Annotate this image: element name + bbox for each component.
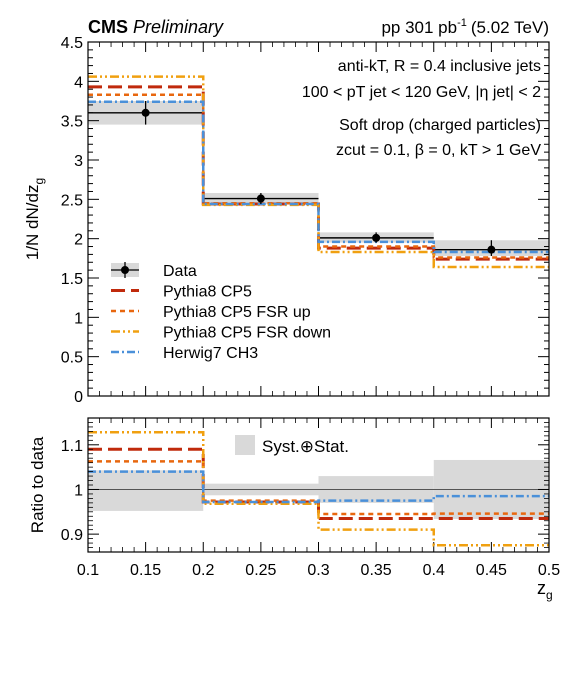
x-tick-label: 0.3 bbox=[307, 562, 329, 579]
x-tick-label: 0.5 bbox=[538, 562, 560, 579]
y-tick-label-ratio: 1 bbox=[74, 482, 83, 499]
y-tick-label-main: 1 bbox=[74, 310, 83, 327]
legend-label-herwig: Herwig7 CH3 bbox=[163, 345, 258, 362]
data-point bbox=[372, 233, 381, 242]
x-tick-label: 0.1 bbox=[77, 562, 99, 579]
annotation-soft-drop: Soft drop (charged particles) bbox=[339, 117, 541, 134]
lumi-label: pp 301 pb-1 (5.02 TeV) bbox=[381, 17, 549, 37]
y-tick-label-main: 3 bbox=[74, 153, 83, 170]
legend-label-fsr_up: Pythia8 CP5 FSR up bbox=[163, 304, 311, 321]
y-axis-title-ratio: Ratio to data bbox=[28, 436, 47, 533]
x-tick-label: 0.2 bbox=[192, 562, 214, 579]
x-tick-label: 0.45 bbox=[476, 562, 507, 579]
band-legend-label: Syst.⊕Stat. bbox=[262, 437, 349, 456]
y-tick-label-main: 0.5 bbox=[61, 350, 83, 367]
x-tick-label: 0.25 bbox=[245, 562, 276, 579]
y-axis-title-main: 1/N dN/dzg bbox=[23, 178, 46, 260]
experiment-label: CMS Preliminary bbox=[88, 17, 224, 37]
data-point bbox=[256, 194, 265, 203]
x-tick-label: 0.15 bbox=[130, 562, 161, 579]
annotation-zcut: zcut = 0.1, β = 0, kT > 1 GeV bbox=[336, 142, 541, 159]
ratio-uncertainty-band bbox=[88, 459, 549, 519]
ratio-line-fsr_down bbox=[88, 431, 549, 547]
x-tick-label: 0.4 bbox=[423, 562, 445, 579]
annotation-jet-def: anti-kT, R = 0.4 inclusive jets bbox=[338, 58, 541, 75]
y-tick-label-main: 4.5 bbox=[61, 35, 83, 52]
data-point bbox=[141, 108, 150, 117]
main-frame bbox=[87, 41, 550, 397]
x-tick-label: 0.35 bbox=[361, 562, 392, 579]
legend: Data Pythia8 CP5 Pythia8 CP5 FSR up Pythia8… bbox=[111, 262, 331, 362]
y-tick-label-ratio: 1.1 bbox=[61, 438, 83, 455]
y-tick-label-ratio: 0.9 bbox=[61, 527, 83, 544]
ratio-histograms bbox=[88, 431, 549, 547]
main-data-points bbox=[141, 101, 496, 256]
ratio-frame bbox=[87, 417, 550, 553]
legend-label-pythia: Pythia8 CP5 bbox=[163, 284, 252, 301]
y-tick-label-main: 1.5 bbox=[61, 271, 83, 288]
annotation-pt-range: 100 < pT jet < 120 GeV, |η jet| < 2 bbox=[302, 84, 541, 101]
y-tick-label-main: 2 bbox=[74, 232, 83, 249]
y-tick-label-main: 4 bbox=[74, 74, 83, 91]
ratio-axes: 0.1 0.15 0.2 0.25 0.3 0.35 0.4 0.45 0.5 0.9 1 1.1 bbox=[61, 422, 560, 579]
legend-swatch-point bbox=[121, 266, 129, 274]
ratio-line-herwig bbox=[88, 470, 549, 504]
x-axis-title: zg bbox=[537, 578, 553, 602]
y-tick-label-main: 2.5 bbox=[61, 192, 83, 209]
ratio-band-box bbox=[88, 470, 204, 511]
y-tick-label-main: 0 bbox=[74, 389, 83, 406]
data-point bbox=[487, 245, 496, 254]
legend-label-data: Data bbox=[163, 263, 197, 280]
legend-label-fsr_down: Pythia8 CP5 FSR down bbox=[163, 325, 331, 342]
y-tick-label-main: 3.5 bbox=[61, 114, 83, 131]
band-legend-swatch bbox=[235, 435, 255, 455]
series-line-herwig bbox=[88, 100, 549, 254]
main-histograms bbox=[88, 75, 549, 269]
